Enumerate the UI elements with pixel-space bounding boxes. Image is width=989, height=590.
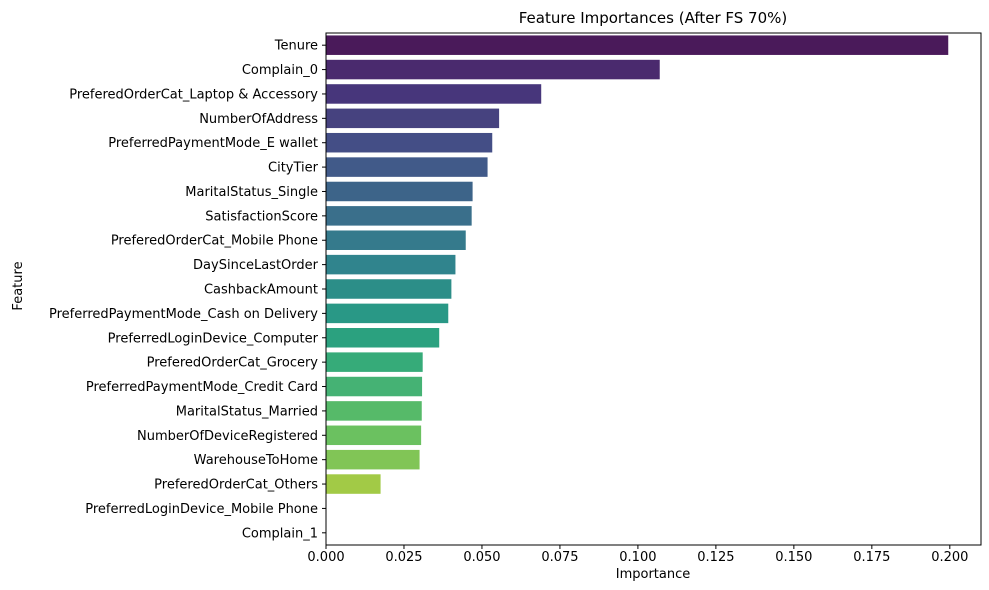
bar [326, 425, 422, 446]
plot-frame [325, 32, 982, 546]
bar [326, 279, 452, 299]
bar [326, 206, 472, 226]
chart-title: Feature Importances (After FS 70%) [519, 9, 787, 27]
x-tick-label: 0.075 [541, 550, 578, 565]
y-tick-label: Complain_0 [242, 63, 318, 78]
bar [326, 376, 423, 397]
y-axis-label: Feature [11, 261, 26, 310]
y-tick-label: SatisfactionScore [205, 209, 318, 224]
y-tick-label: PreferredPaymentMode_Credit Card [86, 380, 318, 395]
y-tick-label: MaritalStatus_Single [185, 185, 318, 200]
x-tick-label: 0.175 [853, 550, 890, 565]
bar [326, 401, 422, 421]
x-axis-label: Importance [616, 567, 691, 582]
y-tick-label: PreferredLoginDevice_Computer [108, 331, 319, 346]
bar [326, 59, 660, 80]
y-tick-label: PreferredPaymentMode_E wallet [108, 136, 318, 151]
y-tick-label: PreferedOrderCat_Laptop & Accessory [69, 87, 318, 102]
x-tick-label: 0.025 [385, 550, 422, 565]
x-tick-label: 0.000 [307, 550, 344, 565]
y-tick-label: Complain_1 [242, 526, 318, 541]
bar [326, 108, 500, 129]
y-tick-label: NumberOfDeviceRegistered [137, 429, 318, 444]
bar [326, 230, 466, 250]
y-tick-label: MaritalStatus_Married [176, 404, 318, 419]
y-tick-label: Tenure [274, 39, 318, 54]
y-tick-label: PreferedOrderCat_Mobile Phone [111, 234, 318, 249]
y-axis-ticks: Tenure Complain_0 PreferedOrderCat_Laptop … [49, 39, 326, 541]
y-tick-label: PreferedOrderCat_Others [154, 478, 318, 493]
bar [326, 157, 488, 177]
y-tick-label: CityTier [268, 161, 319, 176]
y-tick-label: PreferredPaymentMode_Cash on Delivery [49, 307, 318, 322]
bar [326, 84, 542, 104]
bar [326, 254, 456, 275]
bar [326, 328, 440, 348]
x-tick-label: 0.050 [463, 550, 500, 565]
y-tick-label: NumberOfAddress [199, 112, 318, 127]
bar [326, 352, 423, 372]
bar [326, 303, 449, 324]
x-tick-label: 0.100 [619, 550, 656, 565]
bar [326, 132, 493, 153]
bars-group [326, 35, 949, 494]
x-axis-ticks: 0.000 0.025 0.050 0.075 0.100 0.125 0.150 0.175… [307, 545, 968, 565]
y-tick-label: DaySinceLastOrder [193, 258, 319, 273]
bar [326, 181, 473, 202]
y-tick-label: WarehouseToHome [194, 453, 318, 468]
y-tick-label: PreferedOrderCat_Grocery [147, 356, 319, 371]
plot-border [325, 32, 982, 546]
bar [326, 474, 381, 494]
bar [326, 449, 420, 470]
y-tick-label: PreferredLoginDevice_Mobile Phone [85, 502, 318, 517]
x-tick-label: 0.200 [931, 550, 968, 565]
x-tick-label: 0.125 [697, 550, 734, 565]
bar [326, 35, 949, 55]
x-tick-label: 0.150 [775, 550, 812, 565]
y-tick-label: CashbackAmount [204, 283, 318, 298]
